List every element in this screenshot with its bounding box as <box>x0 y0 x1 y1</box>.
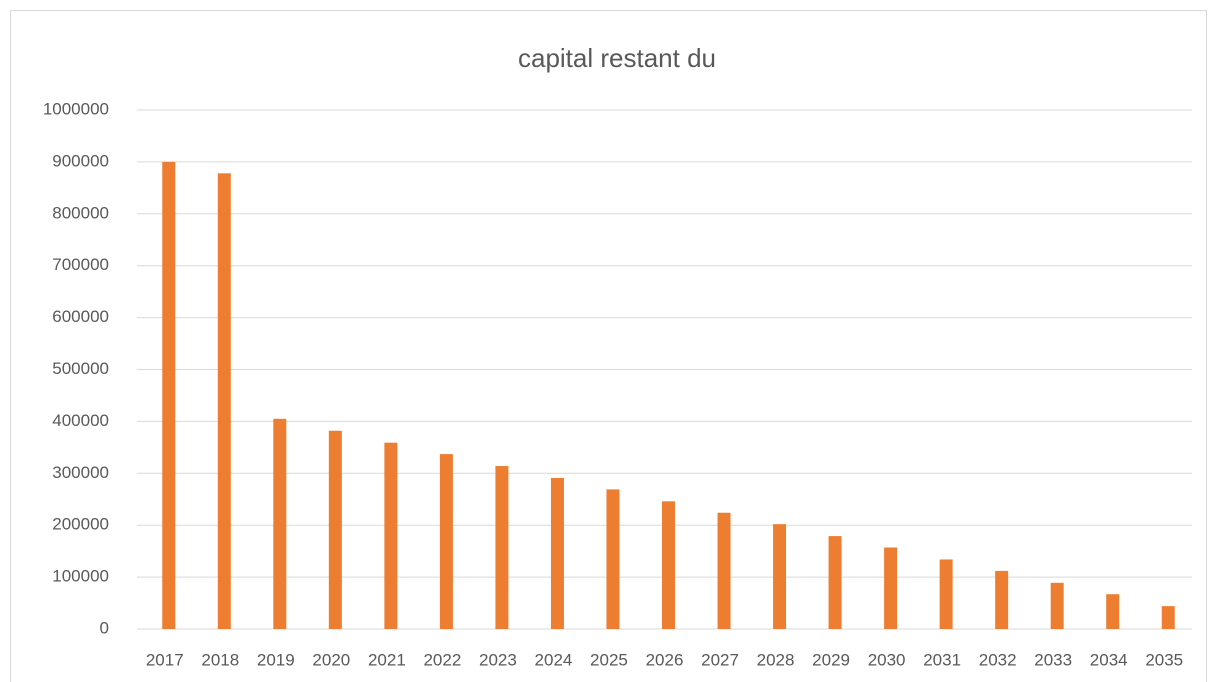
x-tick-label: 2017 <box>146 650 184 669</box>
y-tick-label: 100000 <box>52 567 109 586</box>
bar <box>662 501 675 629</box>
y-tick-label: 0 <box>100 618 109 637</box>
bar <box>606 489 620 629</box>
bar <box>495 466 509 629</box>
x-tick-label: 2025 <box>590 650 628 669</box>
x-tick-label: 2030 <box>868 650 906 669</box>
y-tick-label: 500000 <box>52 359 109 378</box>
x-tick-label: 2029 <box>812 650 850 669</box>
bar <box>162 161 176 629</box>
x-tick-label: 2024 <box>535 650 573 669</box>
bar <box>439 454 453 629</box>
bar <box>217 173 231 629</box>
x-tick-label: 2028 <box>757 650 795 669</box>
bar <box>828 536 842 629</box>
bar <box>884 547 898 629</box>
y-tick-label: 600000 <box>52 307 109 326</box>
bar <box>1106 594 1120 629</box>
y-tick-label: 300000 <box>52 463 109 482</box>
bar <box>773 524 787 629</box>
bar <box>384 442 398 629</box>
x-tick-label: 2027 <box>701 650 739 669</box>
x-tick-label: 2019 <box>257 650 295 669</box>
y-tick-label: 200000 <box>52 515 109 534</box>
y-tick-label: 400000 <box>52 411 109 430</box>
y-tick-label: 900000 <box>52 151 109 170</box>
x-tick-label: 2033 <box>1034 650 1072 669</box>
bar <box>550 477 564 629</box>
bar <box>1161 606 1175 629</box>
x-tick-label: 2022 <box>423 650 461 669</box>
bar <box>939 559 953 629</box>
x-tick-label: 2034 <box>1090 650 1128 669</box>
bar <box>995 570 1009 629</box>
x-tick-label: 2023 <box>479 650 517 669</box>
bar <box>717 512 731 629</box>
x-tick-label: 2032 <box>979 650 1017 669</box>
y-tick-label: 800000 <box>52 203 109 222</box>
y-tick-label: 1000000 <box>43 99 109 118</box>
x-tick-label: 2021 <box>368 650 406 669</box>
chart-title: capital restant du <box>518 43 716 73</box>
bar <box>1050 582 1064 629</box>
x-tick-label: 2020 <box>312 650 350 669</box>
x-tick-label: 2026 <box>646 650 684 669</box>
x-tick-label: 2031 <box>923 650 961 669</box>
bar <box>328 430 342 629</box>
x-tick-label: 2018 <box>201 650 239 669</box>
y-tick-label: 700000 <box>52 255 109 274</box>
x-tick-label: 2035 <box>1145 650 1183 669</box>
bar <box>273 418 287 629</box>
